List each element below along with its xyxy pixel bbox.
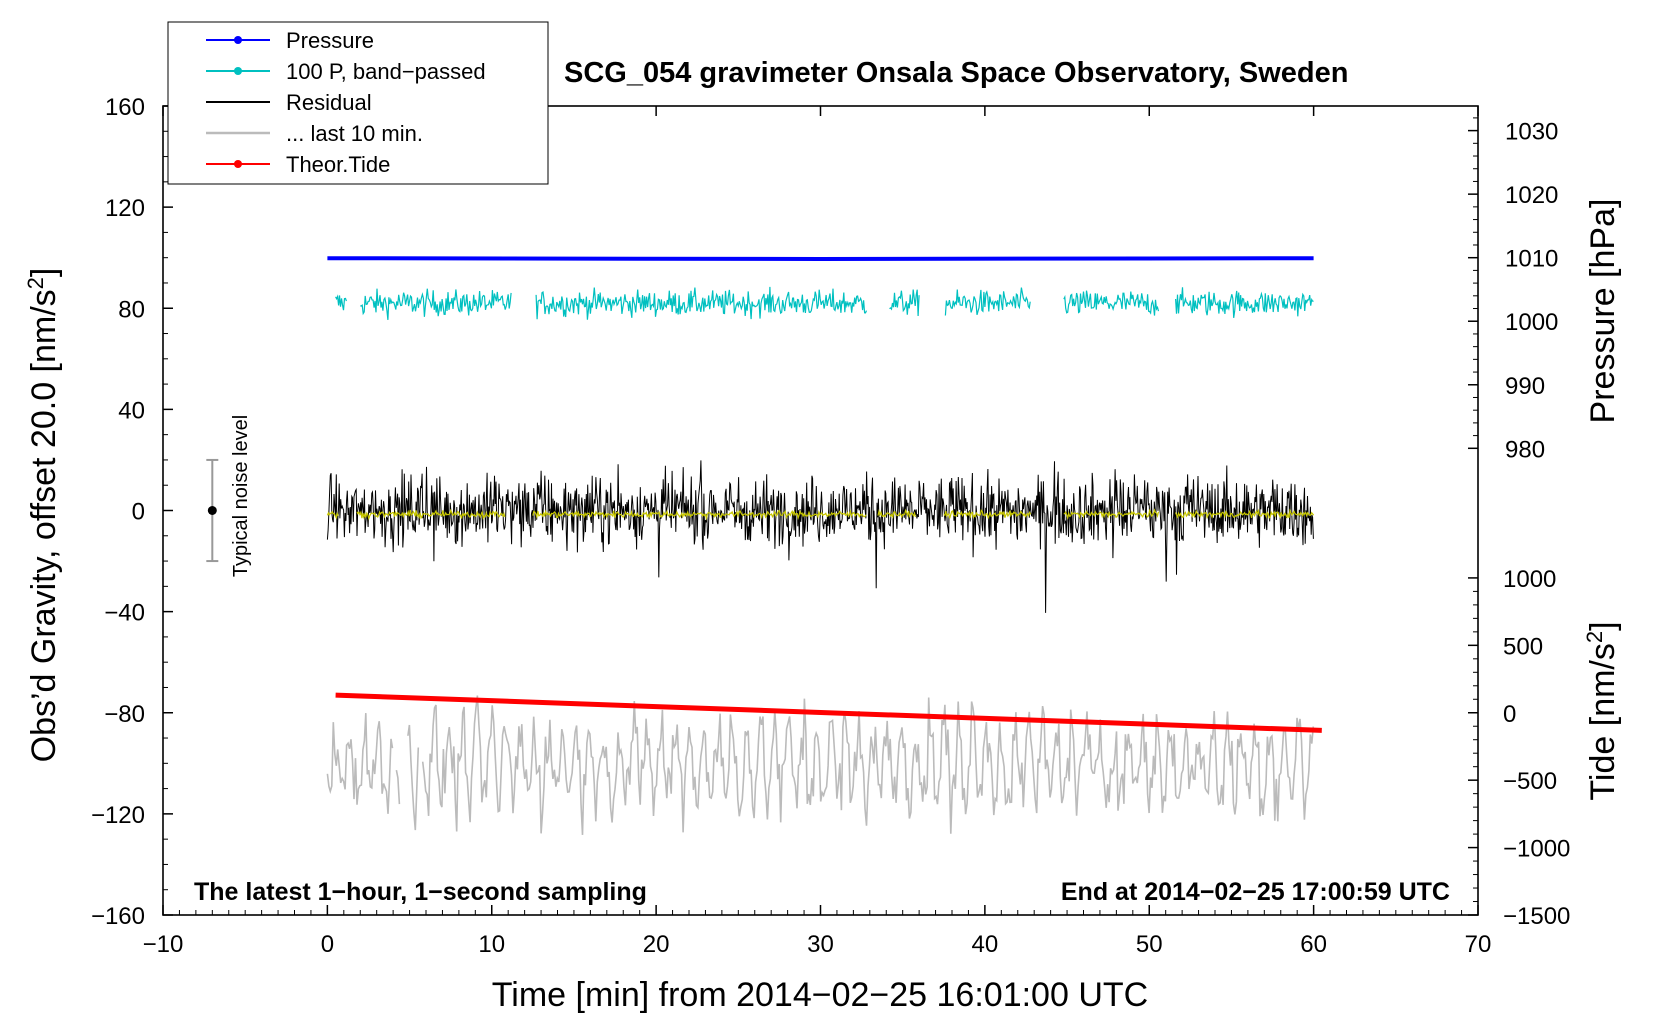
series-segment — [1175, 508, 1315, 520]
x-tick-label: 0 — [321, 931, 334, 958]
series-segment — [326, 713, 394, 814]
tide-tick-label: −500 — [1503, 768, 1557, 795]
x-tick-label: 40 — [972, 931, 999, 958]
series-segment — [326, 510, 339, 520]
y-tick-label: 80 — [118, 296, 145, 323]
legend-label: Theor.Tide — [286, 152, 390, 177]
x-tick-label: 30 — [807, 931, 834, 958]
noise-level-indicator — [206, 458, 219, 563]
tide-tick-label: 0 — [1503, 701, 1516, 728]
x-axis-ticks: −10 0 10 20 30 40 50 60 70 — [143, 106, 1492, 958]
x-axis-title: Time [min] from 2014−02−25 16:01:00 UTC — [492, 976, 1148, 1014]
series-segment — [356, 508, 506, 521]
pressure-tick-label: 980 — [1505, 436, 1545, 463]
series-residual-smoothed- — [326, 508, 1315, 521]
series-layer — [326, 256, 1322, 835]
series-segment — [360, 288, 512, 320]
y-tick-label: −120 — [91, 802, 145, 829]
note-left: The latest 1−hour, 1−second sampling — [194, 878, 647, 906]
series-segment — [421, 695, 1315, 835]
y-axis-title-left-end: ] — [25, 268, 63, 277]
series-segment — [889, 289, 920, 317]
y-axis-title-left: Obs’d Gravity, offset 20.0 [nm/s2] — [23, 268, 64, 763]
y-left-axis-ticks: 160 120 80 40 0 −40 −80 −120 −160 — [91, 94, 173, 930]
x-tick-label: 50 — [1136, 931, 1163, 958]
series-segment — [1175, 287, 1314, 318]
y-tick-label: −160 — [91, 903, 145, 930]
chart-title: SCG_054 gravimeter Onsala Space Observat… — [564, 57, 1348, 89]
x-tick-label: −10 — [143, 931, 184, 958]
pressure-tick-label: 1010 — [1505, 246, 1558, 273]
series-segment — [407, 724, 420, 831]
series-segment — [535, 286, 868, 320]
y-axis-title-tide-main: Tide [nm/s — [1584, 643, 1622, 800]
y-tick-label: 40 — [118, 397, 145, 424]
series-segment — [1063, 508, 1160, 520]
series-segment — [335, 294, 347, 311]
tide-tick-label: 1000 — [1503, 566, 1556, 593]
noise-level-label: Typical noise level — [230, 415, 252, 577]
legend-swatch-marker — [234, 36, 242, 44]
legend-label: 100 P, band−passed — [286, 59, 486, 84]
series-line — [327, 256, 1314, 262]
y-axis-title-tide-sup: 2 — [1582, 631, 1607, 643]
series-theor-tide — [335, 692, 1322, 733]
y-tick-label: 120 — [105, 195, 145, 222]
legend-label: Pressure — [286, 28, 374, 53]
y-axis-title-left-main: Obs’d Gravity, offset 20.0 [nm/s — [25, 289, 63, 762]
legend-label: Residual — [286, 90, 372, 115]
tide-axis-ticks: 1000 500 0 −500 −1000 −1500 — [1468, 566, 1570, 930]
series-line — [335, 692, 1322, 733]
pressure-tick-label: 1020 — [1505, 182, 1558, 209]
series--last-10-min- — [326, 695, 1315, 835]
y-tick-label: 0 — [132, 499, 145, 526]
y-axis-title-pressure: Pressure [hPa] — [1584, 199, 1622, 424]
pressure-axis-ticks: 1030 1020 1010 1000 990 980 — [1468, 117, 1558, 463]
legend-swatch-marker — [234, 67, 242, 75]
legend: Pressure 100 P, band−passed Residual ... la… — [167, 21, 549, 185]
tide-tick-label: −1500 — [1503, 903, 1570, 930]
y-tick-label: −40 — [104, 600, 145, 627]
series-segment — [943, 508, 1032, 520]
pressure-tick-label: 1000 — [1505, 309, 1558, 336]
pressure-tick-label: 990 — [1505, 373, 1545, 400]
noise-bar-point — [207, 506, 217, 515]
series-100-p-band-passed — [335, 286, 1314, 320]
x-tick-label: 10 — [478, 931, 505, 958]
x-tick-label: 70 — [1465, 931, 1492, 958]
y-axis-title-tide-end: ] — [1584, 621, 1622, 630]
x-tick-label: 20 — [643, 931, 670, 958]
tide-tick-label: −1000 — [1503, 836, 1570, 863]
series-segment — [877, 508, 917, 519]
legend-label: ... last 10 min. — [286, 121, 423, 146]
pressure-tick-label: 1030 — [1505, 119, 1558, 146]
legend-swatch-marker — [234, 160, 242, 168]
series-pressure — [327, 256, 1314, 262]
note-right: End at 2014−02−25 17:00:59 UTC — [1061, 878, 1450, 906]
y-tick-label: 160 — [105, 94, 145, 121]
y-tick-label: −80 — [104, 701, 145, 728]
series-segment — [1063, 290, 1160, 316]
x-tick-label: 60 — [1300, 931, 1327, 958]
series-segment — [395, 769, 401, 805]
tide-tick-label: 500 — [1503, 633, 1543, 660]
y-axis-title-left-sup: 2 — [23, 277, 48, 289]
series-segment — [944, 287, 1031, 316]
series-segment — [532, 509, 867, 521]
legend-items: Pressure 100 P, band−passed Residual ... la… — [206, 28, 486, 177]
y-axis-title-tide: Tide [nm/s2] — [1582, 621, 1623, 800]
